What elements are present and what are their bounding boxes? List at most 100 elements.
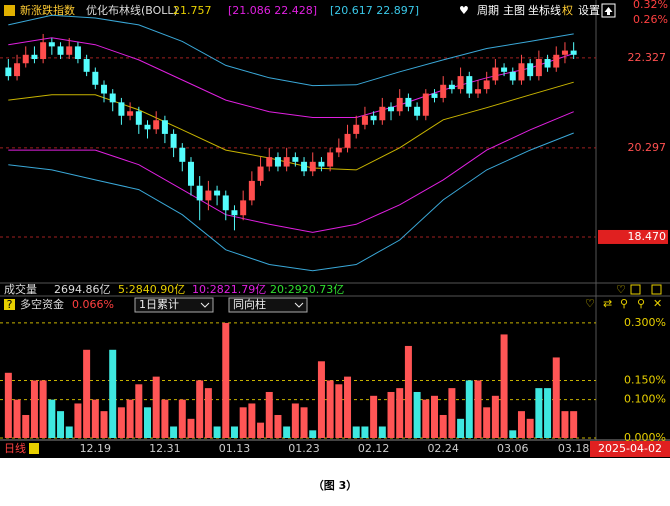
candle-body (379, 106, 386, 121)
dropdown[interactable] (134, 297, 214, 313)
panel-icon[interactable] (630, 284, 641, 295)
dropdown-arrow (294, 302, 304, 308)
title: 新涨跌指数 (20, 3, 75, 17)
panel-icon[interactable]: ⚲ (637, 297, 645, 310)
x-tick-label: 12.19 (80, 442, 112, 455)
boll-mid: 21.757 (173, 4, 212, 17)
candle-body (127, 111, 134, 116)
band-line (8, 81, 574, 171)
band-line (8, 111, 574, 233)
period[interactable]: 日线 (4, 441, 26, 455)
candle-body (361, 115, 368, 125)
candle-body (266, 157, 273, 167)
bar (439, 414, 447, 438)
candle-body (335, 147, 342, 153)
expand-button[interactable] (601, 3, 616, 18)
candle-body (196, 185, 203, 201)
bar (317, 361, 325, 438)
bar (570, 411, 578, 438)
panel-icon[interactable]: ⚲ (620, 297, 628, 310)
candle-body (466, 76, 473, 94)
bar (404, 345, 412, 438)
y-tick-label: 18.470 (628, 230, 667, 243)
candle-body (535, 59, 542, 77)
toolbar-item[interactable]: 坐标线 (528, 3, 561, 17)
bar (491, 395, 499, 438)
arrow-icon (604, 7, 613, 15)
candle-body (518, 63, 525, 81)
toolbar-item[interactable]: 设置 (578, 4, 600, 17)
dropdown-text: 同向柱 (233, 297, 266, 311)
panel-icon[interactable]: ♡ (585, 297, 595, 310)
candle-body (22, 54, 29, 64)
bar (352, 426, 360, 438)
bar (65, 426, 73, 438)
bar (170, 426, 178, 438)
volume-ma: 10:2821.79亿 (192, 283, 266, 296)
candle-body (405, 97, 412, 107)
boll-inner: [21.086 22.428] (228, 4, 317, 17)
indicator: 优化布林线(BOLL) (86, 3, 178, 17)
candle-body (83, 59, 90, 72)
candle-body (509, 71, 516, 81)
candle-body (370, 115, 377, 121)
candle-body (309, 161, 316, 172)
candle-body (292, 157, 299, 162)
candle-body (431, 93, 438, 98)
candle-body (153, 120, 160, 130)
bar (39, 380, 47, 438)
candle-body (5, 67, 12, 77)
candle-body (414, 106, 421, 116)
candle-body (501, 67, 508, 72)
dropdown[interactable] (228, 297, 308, 313)
toolbar-item[interactable]: 权 (562, 4, 573, 17)
y-tick-label: 22.327 (628, 51, 667, 64)
bar (422, 399, 430, 438)
panel-icon[interactable]: ⇄ (603, 297, 612, 310)
volume-ma: 20:2920.73亿 (270, 283, 344, 296)
candle-body (248, 180, 255, 201)
bar (230, 426, 238, 438)
icon[interactable] (4, 5, 15, 16)
chart-background (0, 0, 670, 458)
candle-body (240, 200, 247, 216)
period-icon[interactable] (29, 443, 39, 454)
candle-body (66, 46, 73, 55)
y-tick-label: 0.300% (624, 316, 666, 329)
bar (544, 388, 552, 438)
favorite[interactable]: ♥ (459, 4, 469, 17)
candle-body (101, 84, 108, 94)
corner-label: 0.32% (633, 0, 668, 11)
candle-body (344, 133, 351, 148)
dropdown-arrow (200, 302, 210, 308)
y-tick-label: 0.150% (624, 373, 666, 386)
candle-body (214, 190, 221, 196)
panel-icon[interactable]: ♡ (616, 283, 626, 296)
current-date: 2025-04-02 (598, 442, 662, 455)
bar (283, 426, 291, 438)
bar (57, 411, 65, 438)
bar (265, 391, 273, 438)
candle-body (561, 50, 568, 55)
bar (13, 399, 21, 438)
bar (344, 376, 352, 438)
candle-body (448, 84, 455, 90)
x-tick-label: 02.24 (427, 442, 459, 455)
candle-body (48, 42, 55, 47)
panel-icon[interactable]: ✕ (653, 297, 662, 310)
help-icon[interactable] (4, 299, 15, 310)
candle-body (544, 59, 551, 68)
bar (4, 372, 12, 438)
candle-body (92, 71, 99, 85)
bar (309, 430, 317, 438)
toolbar-item[interactable]: 周期 (477, 4, 499, 17)
x-tick-label: 03.06 (497, 442, 529, 455)
candle-body (474, 89, 481, 94)
candle-body (422, 93, 429, 116)
candle-body (205, 190, 212, 201)
panel-icon[interactable] (651, 284, 662, 295)
bar (126, 399, 134, 438)
toolbar-item[interactable]: 主图 (503, 4, 525, 17)
candle-body (388, 106, 395, 112)
candle-body (283, 157, 290, 167)
